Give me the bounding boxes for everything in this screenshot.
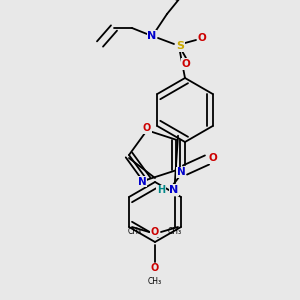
Text: N: N — [169, 185, 178, 195]
Text: O: O — [151, 263, 159, 273]
Text: N: N — [138, 177, 146, 187]
Text: N: N — [147, 31, 157, 41]
Text: O: O — [151, 227, 159, 237]
Text: CH₃: CH₃ — [148, 278, 162, 286]
Text: O: O — [182, 59, 190, 69]
Text: N: N — [177, 167, 185, 177]
Text: O: O — [151, 227, 159, 237]
Text: CH₃: CH₃ — [168, 227, 182, 236]
Text: O: O — [143, 123, 151, 133]
Text: H: H — [157, 185, 165, 195]
Text: CH₃: CH₃ — [128, 227, 142, 236]
Text: S: S — [176, 41, 184, 51]
Text: O: O — [208, 153, 217, 163]
Text: O: O — [198, 33, 206, 43]
